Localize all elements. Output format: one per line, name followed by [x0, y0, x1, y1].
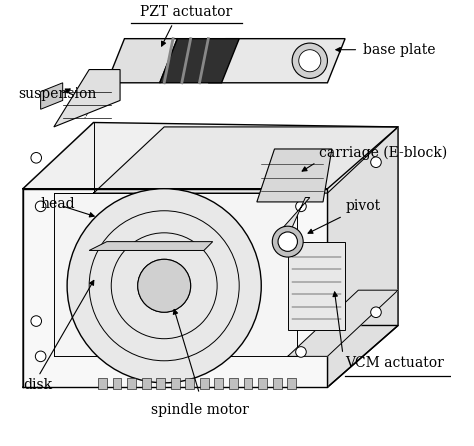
Circle shape — [296, 201, 306, 212]
Polygon shape — [160, 39, 239, 83]
Text: PZT actuator: PZT actuator — [140, 5, 232, 19]
Circle shape — [67, 189, 261, 383]
Circle shape — [31, 153, 42, 163]
Bar — [287, 378, 296, 389]
Circle shape — [272, 226, 303, 257]
Circle shape — [36, 201, 46, 212]
Text: base plate: base plate — [363, 43, 435, 57]
Bar — [215, 378, 223, 389]
Bar — [98, 378, 107, 389]
Circle shape — [31, 316, 42, 326]
Text: spindle motor: spindle motor — [151, 403, 248, 417]
Bar — [229, 378, 238, 389]
Bar — [112, 378, 121, 389]
Polygon shape — [208, 39, 345, 83]
Bar — [156, 378, 165, 389]
Polygon shape — [23, 326, 398, 387]
Polygon shape — [328, 127, 398, 387]
Circle shape — [278, 232, 298, 252]
Circle shape — [292, 43, 328, 78]
Polygon shape — [23, 123, 398, 189]
Polygon shape — [41, 83, 63, 109]
Bar — [185, 378, 194, 389]
Polygon shape — [89, 242, 213, 251]
Text: head: head — [41, 197, 75, 211]
Polygon shape — [23, 189, 328, 387]
Circle shape — [138, 259, 191, 312]
Circle shape — [371, 307, 381, 318]
Bar — [273, 378, 282, 389]
Text: pivot: pivot — [345, 199, 380, 213]
Text: disk: disk — [23, 378, 52, 392]
Text: suspension: suspension — [18, 87, 97, 101]
Polygon shape — [107, 39, 177, 83]
Circle shape — [36, 351, 46, 362]
Polygon shape — [54, 70, 120, 127]
Circle shape — [299, 50, 321, 72]
Bar — [200, 378, 209, 389]
Polygon shape — [274, 198, 310, 237]
Bar — [244, 378, 253, 389]
Polygon shape — [93, 127, 398, 193]
Bar — [258, 378, 267, 389]
Polygon shape — [288, 290, 398, 356]
Bar — [127, 378, 136, 389]
Polygon shape — [288, 242, 345, 330]
Text: VCM actuator: VCM actuator — [345, 356, 444, 370]
Text: carriage (E-block): carriage (E-block) — [319, 146, 447, 160]
Polygon shape — [257, 149, 332, 202]
Bar — [171, 378, 180, 389]
Bar — [142, 378, 151, 389]
Polygon shape — [23, 123, 93, 387]
Polygon shape — [54, 193, 297, 356]
Circle shape — [371, 157, 381, 168]
Circle shape — [296, 347, 306, 357]
